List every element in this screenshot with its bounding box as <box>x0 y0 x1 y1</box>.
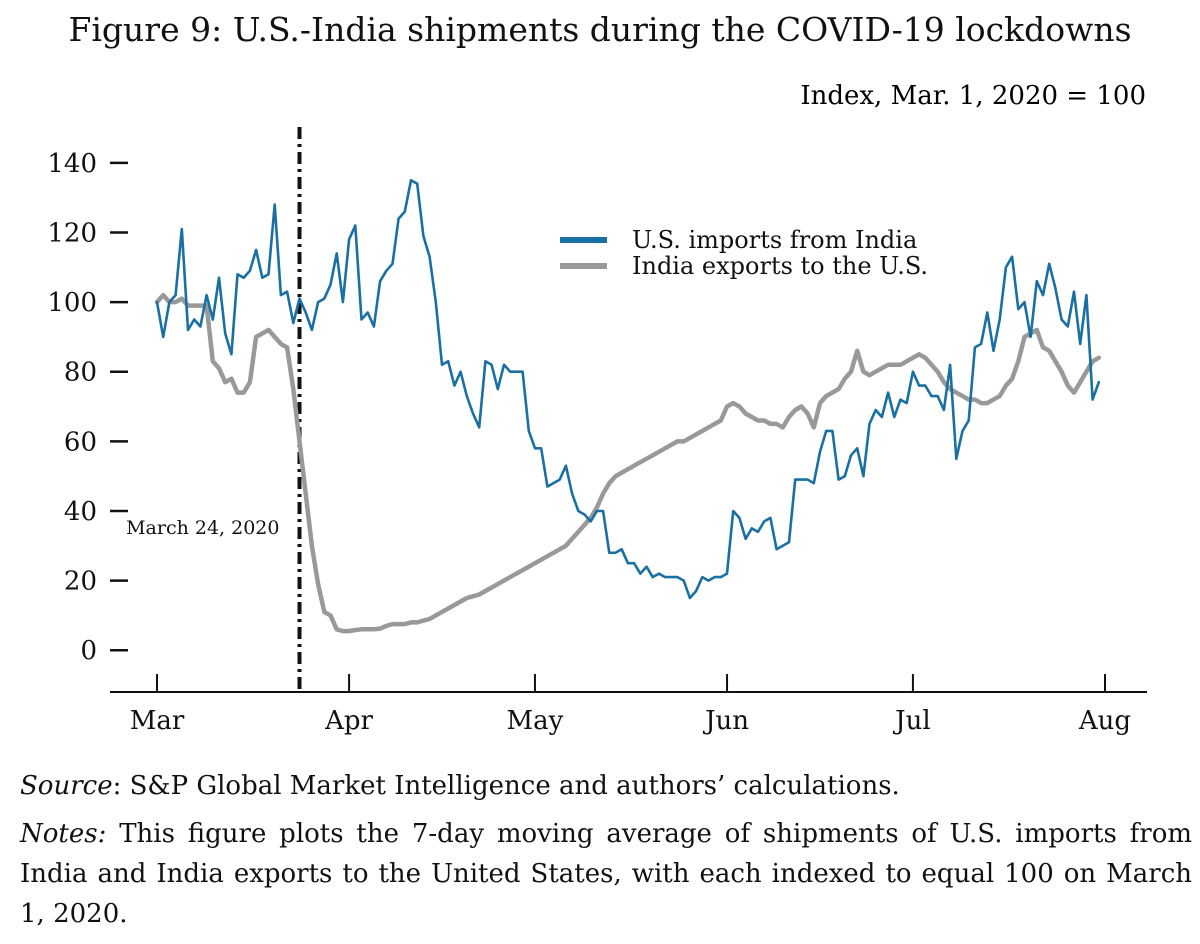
annotation-group: March 24, 2020 <box>126 127 302 692</box>
notes-label: Notes: <box>20 819 107 849</box>
axes: 0 20 40 60 80 100 120 140 Mar Apr May Jun Jul Aug <box>47 149 1147 736</box>
notes-text: Notes: This figure plots the 7-day movin… <box>20 814 1192 934</box>
source-note: Source: S&P Global Market Intelligence a… <box>20 766 1192 806</box>
legend-label: India exports to the U.S. <box>632 252 928 280</box>
series-line-india-exports <box>154 292 1102 634</box>
series-line-us-imports <box>155 179 1101 600</box>
notes-body: This figure plots the 7-day moving avera… <box>20 819 1192 929</box>
source-label: Source <box>20 771 113 801</box>
line-chart: Index, Mar. 1, 2020 = 100 0 20 40 60 80 100 12… <box>47 81 1147 736</box>
x-tick-label: Jul <box>892 706 930 736</box>
chart-title: Figure 9: U.S.-India shipments during th… <box>68 10 1132 49</box>
x-tick-label: Aug <box>1078 706 1131 736</box>
y-tick-label: 100 <box>47 288 97 318</box>
x-tick-label: Mar <box>130 706 185 736</box>
source-text: : S&P Global Market Intelligence and aut… <box>112 771 900 801</box>
y-tick-label: 0 <box>80 636 97 666</box>
x-tick-label: Jun <box>702 706 749 736</box>
x-tick-label: May <box>507 706 564 736</box>
y-tick-label: 20 <box>64 567 97 597</box>
y-axis-label: Index, Mar. 1, 2020 = 100 <box>800 81 1146 111</box>
legend-label: U.S. imports from India <box>632 226 917 254</box>
y-tick-label: 40 <box>64 497 97 527</box>
x-tick-label: Apr <box>324 706 373 736</box>
lockdown-date-label: March 24, 2020 <box>126 517 279 539</box>
series-lines <box>154 179 1102 634</box>
y-tick-label: 120 <box>47 218 97 248</box>
y-tick-label: 60 <box>64 427 97 457</box>
y-tick-label: 80 <box>64 358 97 388</box>
y-tick-label: 140 <box>47 149 97 179</box>
